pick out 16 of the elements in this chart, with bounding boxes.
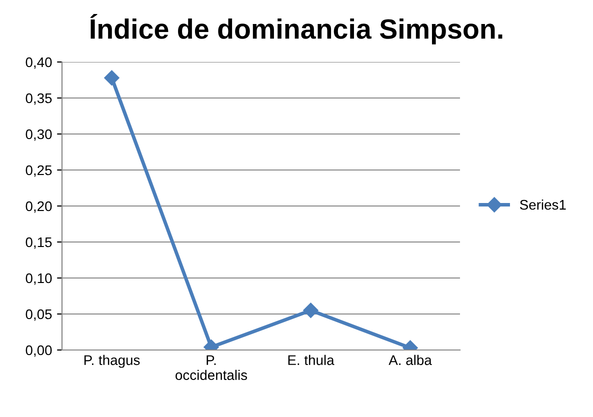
- y-tick-label: 0,00: [26, 345, 52, 357]
- y-tick-label: 0,20: [26, 201, 52, 213]
- x-tick-label: A. alba: [388, 354, 432, 366]
- chart-title: Índice de dominancia Simpson.: [90, 14, 502, 44]
- y-tick-label: 0,25: [26, 165, 52, 177]
- y-tick-label: 0,40: [26, 57, 52, 69]
- y-tick-label: 0,15: [26, 237, 52, 249]
- x-tick-label: E. thula: [288, 354, 334, 366]
- y-tick-label: 0,05: [26, 309, 52, 321]
- point: [104, 70, 120, 86]
- legend-label: Series1: [520, 200, 566, 210]
- y-tick-label: 0,35: [26, 93, 52, 105]
- x-tick-label: P. thagus: [84, 354, 140, 368]
- y-tick-label: 0,10: [26, 273, 52, 285]
- y-tick-label: 0,30: [26, 129, 52, 141]
- x-tick-label: P. occidentalis: [176, 355, 248, 380]
